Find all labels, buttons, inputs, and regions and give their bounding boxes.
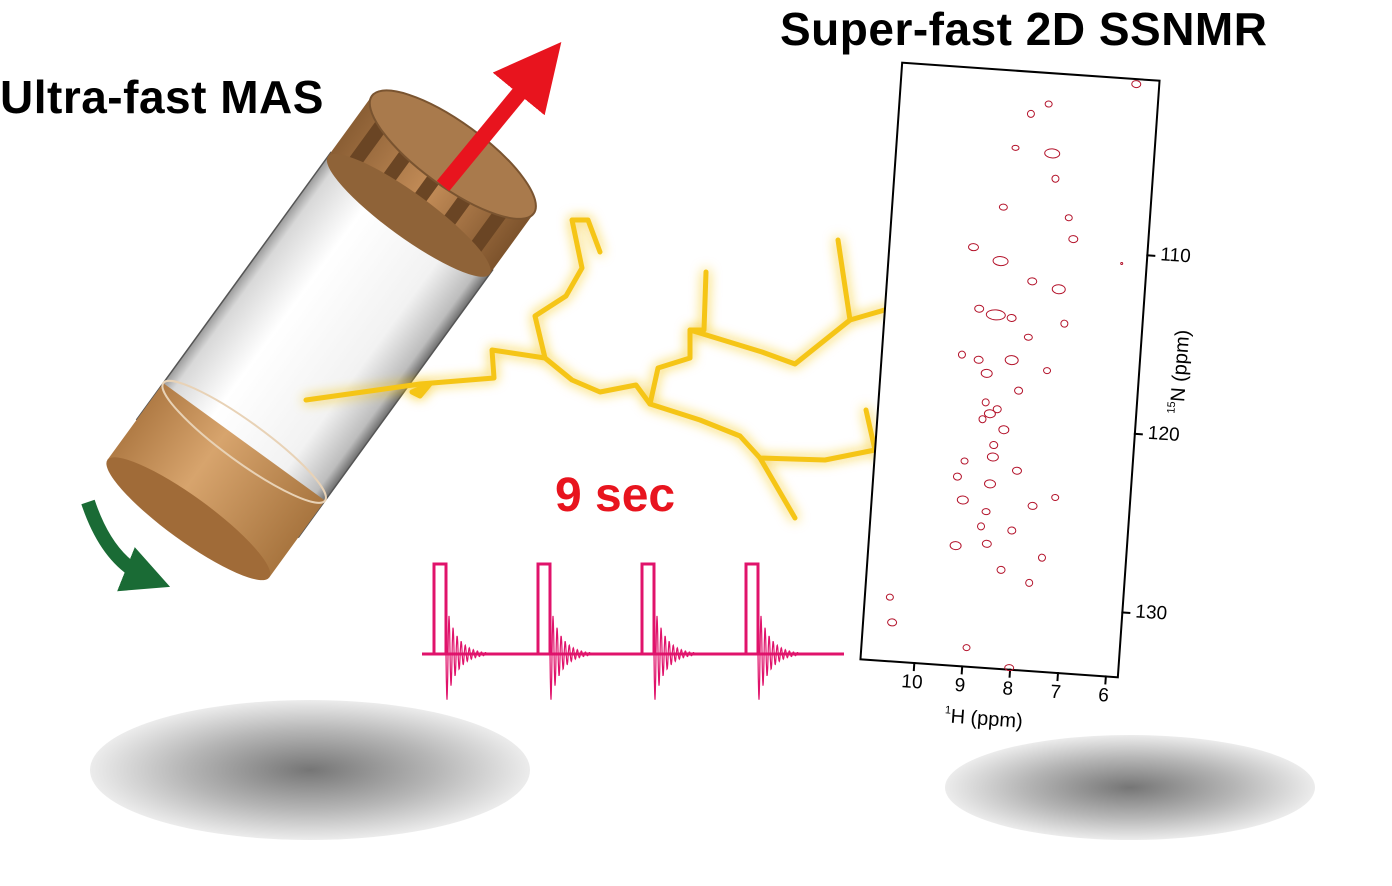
rf-pulse <box>640 562 656 654</box>
y-tick-label: 110 <box>1159 244 1192 268</box>
mas-rotor-icon <box>106 89 537 581</box>
acquisition-time-label: 9 sec <box>555 469 676 522</box>
rotor-base <box>107 383 326 578</box>
fid-signal <box>653 615 695 700</box>
spectrum-plot-frame <box>859 61 1161 679</box>
spectrum-shadow <box>945 735 1315 840</box>
spin-direction-arrow-icon <box>81 499 171 592</box>
rf-pulse <box>744 562 760 654</box>
x-tick-label: 10 <box>900 671 924 694</box>
y-axis-isotope: 15 <box>1165 400 1179 415</box>
pulse-sequence-icon <box>422 562 844 700</box>
spectrum-title: Super-fast 2D SSNMR <box>780 3 1268 55</box>
hn-2d-spectrum: 10 9 8 7 6 110 120 130 1H (ppm) 15N (ppm… <box>859 61 1194 733</box>
rotor-title: Ultra-fast MAS <box>0 71 324 123</box>
rotor-base-end <box>106 457 271 581</box>
rotor-cap-top <box>368 89 537 220</box>
x-tick-label: 7 <box>1049 681 1062 704</box>
x-tick-label: 6 <box>1097 684 1110 707</box>
fid-signal <box>549 615 591 700</box>
x-tick-label: 9 <box>953 674 966 697</box>
x-axis-label: H (ppm) <box>949 705 1024 733</box>
magic-angle-arrow-icon <box>436 42 562 192</box>
y-tick-label: 130 <box>1134 601 1168 625</box>
rotor-base-edge <box>161 379 327 504</box>
x-tick-label: 8 <box>1001 678 1014 700</box>
rf-pulse <box>432 562 448 654</box>
rotor-cap-bottom <box>326 153 491 277</box>
rf-pulse <box>536 562 552 654</box>
y-tick-label: 120 <box>1147 422 1181 446</box>
y-axis-label: N (ppm) <box>1167 328 1195 403</box>
protein-backbone-icon <box>303 217 968 521</box>
rotor-shadow <box>90 700 530 840</box>
fid-signal <box>445 615 487 700</box>
fid-signal <box>757 615 799 700</box>
